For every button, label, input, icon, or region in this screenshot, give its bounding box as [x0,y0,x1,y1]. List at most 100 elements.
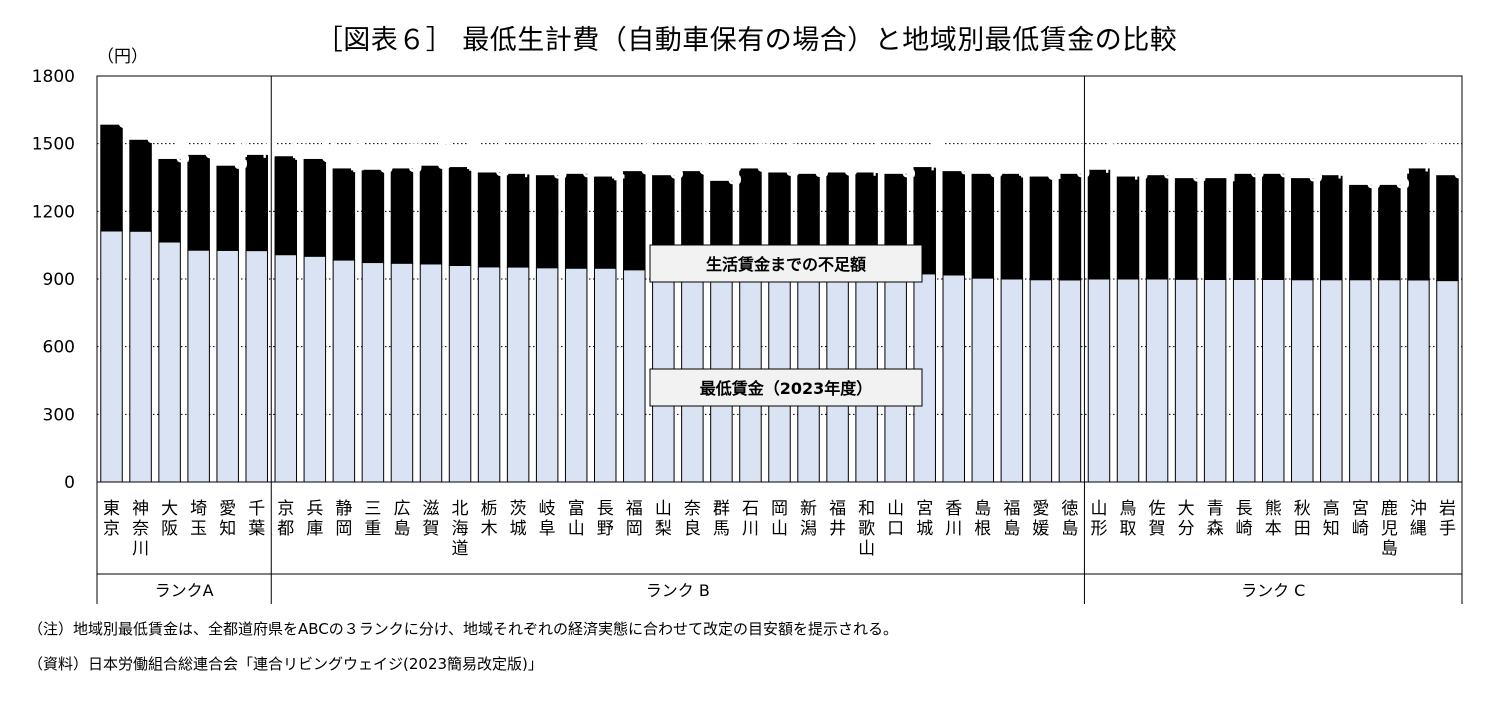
bar-shortage [1291,178,1314,281]
category-label: 岡山 [771,499,788,539]
bar-value-label: 461 [1333,144,1353,180]
bar-minimum-wage [361,262,385,483]
category-label: 北海道 [452,499,469,559]
rank-label: ランク C [1241,581,1305,600]
bar-value-label: 422 [259,124,279,160]
bar-value-label: 411 [520,143,540,179]
category-label: 愛知 [219,499,236,539]
bar-value-label: 471 [927,136,947,172]
category-label: 神奈川 [132,499,149,559]
category-label: 福岡 [626,499,643,539]
bar-value-label: 373 [230,135,250,171]
bar-minimum-wage [593,267,617,483]
bar-value-label: 447 [1217,147,1237,183]
bar-shortage [1378,184,1401,281]
bar-shortage [1407,168,1430,281]
wage-annotation-text: 最低賃金（2023年度） [700,379,873,398]
bar-shortage [1174,178,1198,280]
category-label: 栃木 [481,499,498,539]
category-label: 京都 [277,499,294,539]
category-label: 山梨 [655,499,672,539]
bar-value-label: 418 [1391,154,1411,190]
bar-shortage [1116,176,1140,280]
category-label: 宮城 [916,499,933,539]
bar-shortage [332,168,356,261]
bar-minimum-wage [1145,278,1169,483]
bar-value-label: 482 [1101,139,1121,175]
bar-value-label: 464 [1014,143,1034,179]
bar-value-label: 448 [1304,147,1324,183]
bar-shortage [593,176,617,269]
bar-minimum-wage [1203,278,1227,483]
bar-minimum-wage [1232,278,1256,483]
bar-minimum-wage [187,249,210,483]
bar-minimum-wage [535,267,559,483]
category-label: 長崎 [1236,499,1253,539]
y-tick-label: 600 [43,338,75,358]
bar-minimum-wage [390,262,414,483]
bar-minimum-wage [1058,279,1082,483]
bar-shortage [1349,184,1372,281]
category-label: 愛媛 [1032,499,1049,539]
bar-shortage [100,124,123,232]
bar-shortage [1145,175,1169,280]
category-label: 埼玉 [190,499,207,539]
bar-value-label: 469 [114,94,134,129]
bar-shortage [1320,175,1343,281]
bar-shortage [477,172,501,268]
category-label: 香川 [945,499,962,539]
rank-groups: ランクA ランク B ランク C [96,76,1463,604]
bar-minimum-wage [158,241,181,483]
bar-shortage [274,156,298,256]
category-label: 茨城 [510,499,527,539]
shortage-annotation-text: 生活賃金までの不足額 [706,255,866,274]
bar-value-label: 403 [143,109,163,145]
bar-value-label: 440 [694,140,714,176]
bar-value-label: 455 [752,137,772,173]
bar-value-label: 434 [288,125,308,161]
bar-minimum-wage [1407,279,1430,483]
chart-source: （資料）日本労働組合総連合会「連合リビングウェイジ(2023簡易改定版)」 [28,655,543,673]
bars [100,124,1459,483]
bar-minimum-wage [1349,279,1372,483]
bar-minimum-wage [245,250,268,483]
bar-value-label: 433 [811,143,831,179]
bar-minimum-wage [1174,278,1198,483]
category-label: 岩手 [1439,499,1456,539]
bar-minimum-wage [942,274,966,483]
bar-minimum-wage [1378,279,1401,483]
category-label: 石川 [742,499,759,539]
category-label: 福井 [829,499,846,539]
category-label: 滋賀 [422,499,439,539]
category-label: 青森 [1207,499,1224,539]
category-label: 山形 [1090,499,1107,539]
category-label: 秋田 [1294,499,1311,539]
bar-minimum-wage [1087,278,1111,483]
category-label: 沖縄 [1410,499,1427,539]
category-label: 佐賀 [1149,499,1166,539]
bar-shortage [1029,176,1053,281]
wage-annotation-box [649,368,923,407]
bar-value-label: 438 [782,141,802,177]
category-label: 静岡 [335,499,352,539]
bar-value-label: 436 [898,143,918,179]
bar-shortage [216,165,239,251]
bar-minimum-wage [623,269,646,483]
bar-shortage [1203,178,1227,280]
category-label: 長野 [597,499,614,539]
bar-shortage [303,158,327,257]
bar-shortage [506,173,530,268]
category-label: 鹿児島 [1381,499,1398,559]
bar-minimum-wage [564,267,588,483]
bar-value-label: 409 [375,139,395,175]
bar-shortage [1232,173,1256,280]
bar-value-label: 455 [1043,146,1063,182]
bar-minimum-wage [1291,279,1314,483]
category-labels: 東京神奈川大阪埼玉愛知千葉京都兵庫静岡三重広島滋賀北海道栃木茨城岐阜富山長野福岡… [103,499,1456,559]
bar-value-label: 452 [1130,146,1150,182]
bar-minimum-wage [1261,278,1285,483]
bar-shortage [129,139,152,232]
y-tick-label: 0 [64,473,75,493]
bar-value-label: 429 [317,128,337,164]
y-tick-label: 300 [43,405,75,425]
